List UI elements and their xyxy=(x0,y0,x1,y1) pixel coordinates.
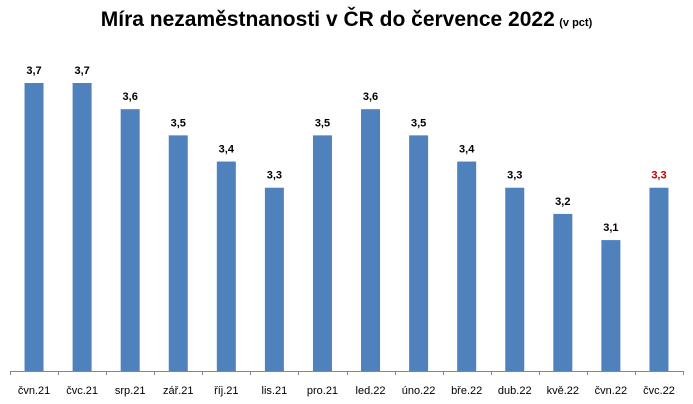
data-label: 3,5 xyxy=(411,117,426,129)
data-label: 3,6 xyxy=(123,91,138,103)
data-label: 3,3 xyxy=(507,170,522,182)
bar xyxy=(72,83,92,371)
x-tick-label: čvc.21 xyxy=(66,385,98,397)
data-label: 3,4 xyxy=(219,144,235,156)
bar xyxy=(216,161,236,371)
bar xyxy=(649,187,669,371)
bar xyxy=(601,240,621,371)
bar xyxy=(168,135,188,371)
x-tick-label: srp.21 xyxy=(115,385,146,397)
bar xyxy=(505,187,525,371)
x-tick-label: kvě.22 xyxy=(547,385,579,397)
data-label: 3,7 xyxy=(74,65,89,77)
data-label: 3,5 xyxy=(171,117,186,129)
data-label: 3,1 xyxy=(603,222,618,234)
data-label: 3,7 xyxy=(26,65,41,77)
bar xyxy=(553,213,573,371)
x-tick-label: čvc.22 xyxy=(643,385,675,397)
x-tick-label: pro.21 xyxy=(307,385,338,397)
x-tick-label: čvn.21 xyxy=(18,385,50,397)
x-tick-label: zář.21 xyxy=(163,385,194,397)
data-label: 3,4 xyxy=(459,144,475,156)
bar xyxy=(120,109,140,371)
data-label: 3,3 xyxy=(267,170,282,182)
data-label: 3,2 xyxy=(555,196,570,208)
data-label: 3,5 xyxy=(315,117,330,129)
data-label: 3,3 xyxy=(651,170,666,182)
x-tick-label: lis.21 xyxy=(262,385,288,397)
chart-title: Míra nezaměstnanosti v ČR do července 20… xyxy=(100,8,555,31)
x-tick-label: říj.21 xyxy=(214,385,238,397)
data-label: 3,6 xyxy=(363,91,378,103)
bar xyxy=(409,135,429,371)
bar xyxy=(457,161,477,371)
bar xyxy=(361,109,381,371)
bar xyxy=(24,83,44,371)
x-tick-label: bře.22 xyxy=(451,385,482,397)
chart-subtitle: (v pct) xyxy=(559,17,593,29)
x-tick-label: dub.22 xyxy=(498,385,532,397)
bar xyxy=(264,187,284,371)
bar xyxy=(312,135,332,371)
chart-title-block: Míra nezaměstnanosti v ČR do července 20… xyxy=(0,8,693,32)
x-tick-label: úno.22 xyxy=(402,385,436,397)
x-tick-label: led.22 xyxy=(356,385,386,397)
x-tick-label: čvn.22 xyxy=(595,385,627,397)
